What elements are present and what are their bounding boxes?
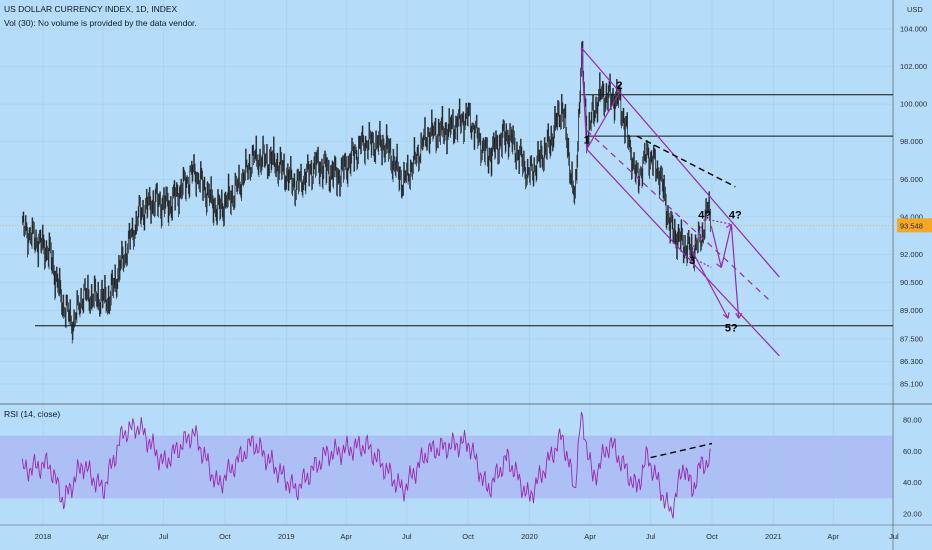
rsi-tick-label: 80.00 bbox=[903, 415, 922, 424]
channel-upper bbox=[580, 47, 780, 278]
price-tick-label: 94.000 bbox=[900, 212, 923, 221]
channel-median bbox=[586, 129, 770, 300]
time-tick-label: Jul bbox=[402, 532, 412, 541]
time-tick-label: Oct bbox=[219, 532, 232, 541]
price-tick-label: 87.500 bbox=[900, 334, 923, 343]
price-tick-label: 85.100 bbox=[900, 380, 923, 389]
rsi-series bbox=[21, 411, 711, 519]
time-tick-label: 2021 bbox=[765, 532, 782, 541]
wave-label: 4? bbox=[729, 210, 742, 222]
time-tick-label: 2018 bbox=[35, 532, 52, 541]
time-tick-label: Jul bbox=[159, 532, 169, 541]
last-price-tag: 93.548 bbox=[897, 218, 932, 233]
wave-label: 1 bbox=[584, 135, 590, 147]
projection-alt bbox=[691, 250, 729, 319]
channel-lower bbox=[586, 148, 780, 357]
price-tick-label: 92.000 bbox=[900, 250, 923, 259]
wave-3-dotted bbox=[689, 255, 712, 269]
wave-4-dotted bbox=[691, 218, 706, 251]
wave-label: 5? bbox=[725, 322, 738, 334]
projection-down bbox=[710, 226, 722, 268]
price-tick-label: 100.000 bbox=[900, 100, 927, 109]
wave-4-target-dotted bbox=[704, 218, 732, 225]
grid bbox=[0, 0, 895, 525]
horizontal-levels bbox=[0, 94, 893, 327]
price-tick-label: 86.300 bbox=[900, 357, 923, 366]
volume-note: Vol (30): No volume is provided by the d… bbox=[4, 18, 197, 28]
wave-labels: 1 2 3 4? 4? 5? bbox=[584, 80, 742, 334]
time-tick-label: Apr bbox=[827, 532, 839, 541]
price-tick-label: 102.000 bbox=[900, 62, 927, 71]
projection-up bbox=[720, 224, 732, 268]
time-tick-label: Jul bbox=[646, 532, 656, 541]
price-tick-label: 89.000 bbox=[900, 306, 923, 315]
rsi-line bbox=[21, 411, 713, 519]
price-tick-label: 96.000 bbox=[900, 175, 923, 184]
time-tick-label: Jul bbox=[889, 532, 899, 541]
time-tick-label: 2019 bbox=[278, 532, 295, 541]
rsi-tick-label: 40.00 bbox=[903, 478, 922, 487]
last-price-value: 93.548 bbox=[900, 221, 923, 230]
wave-label: 2 bbox=[616, 80, 622, 92]
wave-1-leg bbox=[580, 47, 588, 150]
time-tick-label: Oct bbox=[462, 532, 475, 541]
wave-2-leg bbox=[586, 92, 620, 150]
price-tick-label: 98.000 bbox=[900, 137, 923, 146]
rsi-label: RSI (14, close) bbox=[4, 409, 61, 419]
time-tick-label: Oct bbox=[706, 532, 719, 541]
wave-lines bbox=[580, 47, 780, 357]
rsi-tick-label: 60.00 bbox=[903, 447, 922, 456]
rsi-tick-label: 20.00 bbox=[903, 510, 922, 519]
arrowhead-down bbox=[716, 261, 723, 269]
time-tick-label: Apr bbox=[584, 532, 596, 541]
time-tick-label: 2020 bbox=[521, 532, 538, 541]
arrowhead-wave-5 bbox=[735, 312, 743, 319]
time-tick-label: Apr bbox=[97, 532, 109, 541]
wave-label: 4? bbox=[698, 210, 711, 222]
wave-label: 3 bbox=[689, 255, 695, 267]
chart-title: US DOLLAR CURRENCY INDEX, 1D, INDEX bbox=[4, 4, 178, 14]
arrowhead-wave-5-alt bbox=[722, 312, 730, 319]
projection-final bbox=[730, 224, 740, 319]
price-candles bbox=[21, 40, 711, 344]
rsi-band bbox=[0, 435, 893, 499]
time-tick-label: Apr bbox=[340, 532, 352, 541]
currency-label: USD bbox=[907, 5, 923, 14]
rsi-trendline bbox=[650, 442, 713, 459]
price-tick-label: 104.000 bbox=[900, 25, 927, 34]
price-tick-label: 90.500 bbox=[900, 278, 923, 287]
last-price-tag-bg bbox=[897, 218, 932, 233]
time-axis: 2018 Apr Jul Oct 2019 Apr Jul Oct 2020 Apr Jul Oct 2… bbox=[35, 532, 899, 541]
price-axis: 104.000102.000100.00098.00096.00094.0009… bbox=[900, 25, 927, 519]
resistance-projection bbox=[636, 135, 736, 188]
arrowhead-wave-4 bbox=[725, 223, 733, 231]
